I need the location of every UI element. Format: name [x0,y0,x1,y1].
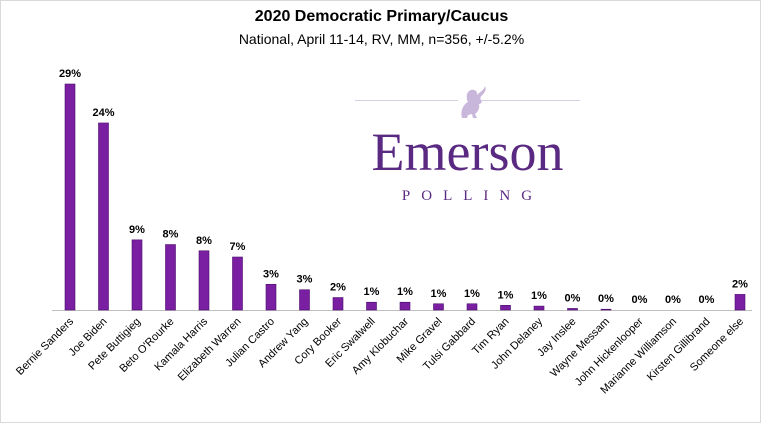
bar [734,294,746,311]
category-tick-label: Wayne Messam [548,316,612,380]
data-label: 24% [92,107,114,119]
bar [265,283,277,311]
bar [533,305,545,311]
logo-wordmark: Emerson [371,122,564,182]
lion-crest-icon [458,82,486,122]
chart-title: 2020 Democratic Primary/Caucus [254,8,509,25]
data-label: 7% [230,241,246,253]
data-label: 1% [464,288,480,300]
emerson-polling-logo: Emerson POLLING [355,82,590,212]
bar [131,239,143,311]
data-label: 1% [498,289,514,301]
data-label: 0% [699,294,715,306]
data-label: 0% [598,293,614,305]
bar [600,308,612,311]
data-label: 1% [531,290,547,302]
bar [399,301,411,311]
data-label: 2% [330,282,346,294]
data-label: 3% [297,274,313,286]
bar [198,250,210,311]
data-label: 8% [196,235,212,247]
logo-subtext: POLLING [401,188,544,204]
data-label: 29% [59,68,81,80]
bar [366,301,377,311]
data-label: 8% [163,229,179,241]
data-label: 0% [665,294,681,306]
data-label: 9% [129,224,145,236]
bar [98,122,109,311]
bar [332,297,344,311]
bar [165,244,176,311]
bar [500,305,511,311]
data-label: 2% [732,278,748,290]
data-label: 0% [632,294,648,306]
bar [466,303,478,311]
bar [64,83,76,311]
data-label: 1% [364,286,380,298]
bar [232,256,243,311]
bar [299,289,310,311]
bar [567,308,578,311]
bar [433,303,444,311]
data-label: 3% [263,268,279,280]
category-tick-label: Bernie Sanders [14,315,76,377]
chart-subtitle: National, April 11-14, RV, MM, n=356, +/… [238,31,525,47]
data-label: 1% [431,288,447,300]
data-label: 1% [397,286,413,298]
data-label: 0% [565,292,581,304]
